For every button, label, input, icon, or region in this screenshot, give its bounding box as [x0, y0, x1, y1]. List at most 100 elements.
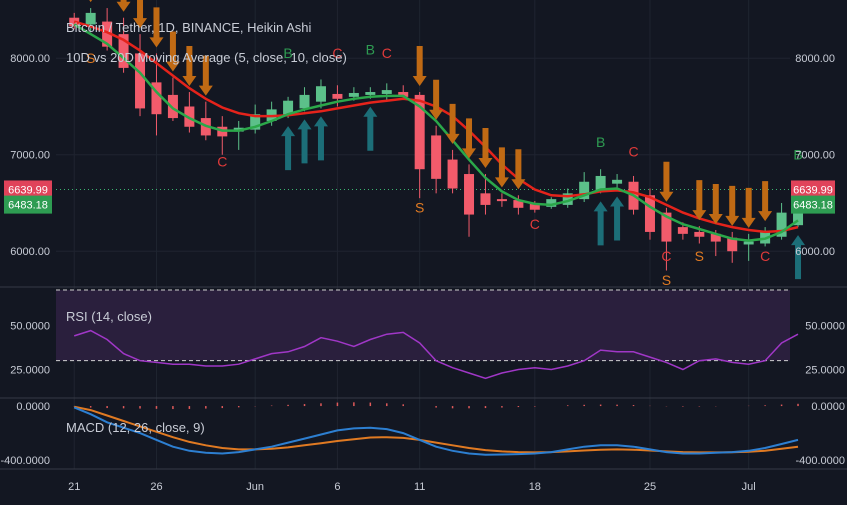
sell-arrow	[725, 185, 740, 226]
sell-arrow	[198, 55, 213, 96]
sell-arrow	[182, 46, 197, 87]
candle-body	[332, 93, 343, 99]
candle-body	[710, 233, 721, 242]
candle-body	[776, 212, 787, 237]
candle-body	[151, 82, 162, 115]
time-tick-label: 25	[644, 481, 656, 493]
time-tick-label: Jun	[246, 481, 264, 493]
candle-body	[677, 227, 688, 234]
rsi-tick-label-right: 25.0000	[805, 365, 845, 377]
candle-body	[431, 135, 442, 179]
sell-arrow	[708, 184, 723, 224]
signal-label: C	[628, 144, 638, 160]
indicator-legend: 10D vs 20D Moving Average (5, close, 10,…	[66, 50, 347, 65]
signal-label: C	[217, 153, 227, 169]
macd-signal-line	[73, 405, 799, 454]
candle-body	[299, 94, 310, 109]
price-tick-label-left: 8000.00	[10, 53, 50, 65]
time-tick-label: 11	[414, 481, 425, 493]
ma-value-tag-box	[791, 195, 835, 214]
buy-arrow	[791, 235, 806, 280]
candle-body	[118, 34, 129, 68]
candle-body	[612, 179, 623, 184]
signal-label: C	[332, 45, 342, 61]
buy-arrow	[363, 106, 378, 151]
time-tick-label: 21	[68, 481, 80, 493]
candle-body	[546, 199, 557, 207]
sell-arrow	[116, 0, 131, 12]
macd-tick-label-left: -400.0000	[0, 455, 50, 467]
price-tick-label-left: 6000.00	[10, 246, 50, 258]
buy-arrow	[593, 201, 608, 246]
signal-label: S	[86, 50, 95, 66]
signal-label: B	[366, 41, 375, 57]
candle-body	[315, 86, 326, 102]
signal-label: C	[661, 248, 671, 264]
last-price-tag-text-left: 6639.99	[8, 184, 48, 196]
signal-label: C	[530, 216, 540, 232]
candle-body	[496, 199, 507, 202]
price-tick-label-right: 6000.00	[795, 246, 835, 258]
candle-body	[365, 92, 376, 95]
candle-body	[85, 12, 96, 25]
sell-arrow	[511, 149, 526, 190]
candle-body	[184, 106, 195, 127]
ma-value-tag-box-left	[4, 195, 52, 214]
time-tick-label: Jul	[742, 481, 756, 493]
buy-arrow	[281, 126, 296, 171]
candle-body	[283, 100, 294, 116]
price-tick-label-left: 7000.00	[10, 150, 50, 162]
price-tick-label-right: 8000.00	[795, 53, 835, 65]
candle-body	[562, 193, 573, 205]
price-tick-label-right: 7000.00	[795, 150, 835, 162]
candle-body	[167, 94, 178, 119]
last-price-tag-box-left	[4, 180, 52, 199]
rsi-band-fill	[56, 290, 790, 361]
rsi-tick-label-right: 50.0000	[805, 320, 845, 332]
candle-body	[102, 21, 113, 47]
signal-label: S	[662, 272, 671, 288]
candle-body	[661, 212, 672, 242]
signal-label: C	[382, 45, 392, 61]
candle-body	[250, 114, 261, 130]
candle-body	[381, 90, 392, 94]
macd-line	[73, 406, 799, 456]
rsi-legend: RSI (14, close)	[66, 309, 152, 324]
sell-arrow	[149, 7, 164, 48]
time-tick-label: 26	[150, 481, 162, 493]
buy-arrow	[297, 119, 312, 164]
candle-body	[595, 175, 606, 192]
candle-body	[398, 92, 409, 97]
signal-label: B	[793, 147, 802, 163]
signal-label: S	[415, 200, 424, 216]
chart-title: Bitcoin / Tether, 1D, BINANCE, Heikin As…	[66, 20, 312, 35]
sell-arrow	[133, 0, 148, 29]
signal-label: B	[283, 45, 292, 61]
signal-label: C	[760, 248, 770, 264]
sell-arrow	[412, 46, 427, 87]
candle-body	[579, 181, 590, 200]
macd-tick-label-left: 0.0000	[16, 401, 50, 413]
ma-fast-line	[73, 23, 799, 242]
sell-arrow	[429, 79, 444, 120]
macd-pane	[73, 402, 799, 456]
buy-arrow	[313, 116, 328, 161]
macd-tick-label-right: 0.0000	[811, 401, 845, 413]
rsi-tick-label-left: 50.0000	[10, 320, 50, 332]
macd-legend: MACD (12, 26, close, 9)	[66, 420, 205, 435]
candle-body	[513, 200, 524, 208]
sell-arrow	[478, 128, 493, 169]
candle-body	[529, 203, 540, 210]
signal-label: B	[596, 134, 605, 150]
last-price-tag-box	[791, 180, 835, 199]
sell-arrow	[494, 147, 509, 188]
time-tick-label: 6	[334, 481, 340, 493]
candle-body	[348, 92, 359, 97]
sell-arrow	[445, 103, 460, 144]
ma-value-tag-text: 6483.18	[793, 200, 833, 212]
sell-arrow	[758, 181, 773, 222]
last-price-tag-text: 6639.99	[793, 184, 833, 196]
